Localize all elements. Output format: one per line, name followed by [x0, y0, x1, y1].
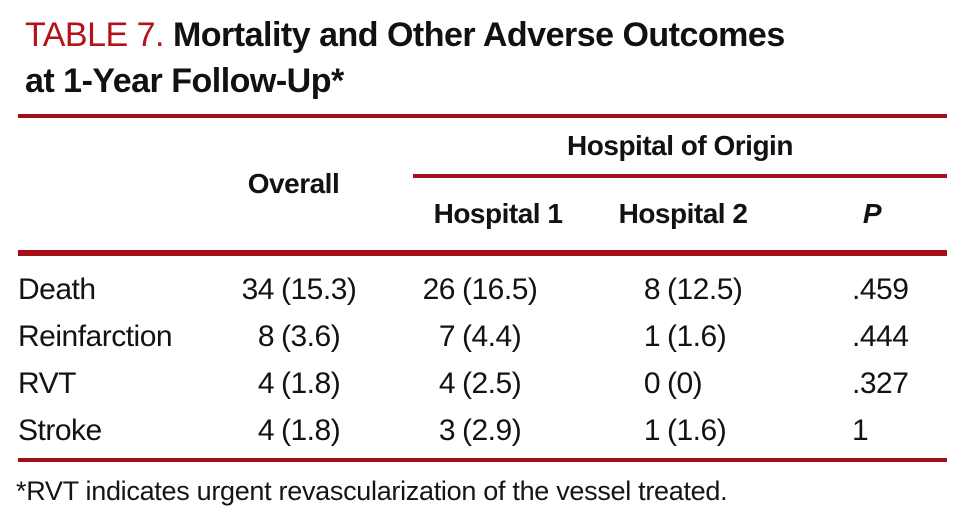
cell-percent: (4.4): [462, 319, 522, 353]
cell-count: 7: [438, 319, 456, 353]
cell-p-value: .444: [852, 319, 909, 353]
cell-percent: (2.5): [462, 366, 522, 400]
row-label: Death: [18, 272, 96, 306]
sub-headers-row: Hospital 1 Hospital 2 P: [413, 178, 947, 250]
cell-count: 1: [643, 319, 661, 353]
header-spacer: [18, 118, 198, 250]
column-header-hospital1: Hospital 1: [433, 198, 563, 229]
cell-percent: (16.5): [462, 272, 538, 306]
cell-count: 3: [438, 413, 456, 447]
rule-under-title: [18, 114, 947, 118]
cell-count: 34: [241, 272, 275, 306]
table-row-reinfarction: Reinfarction 8 (3.6) 7 (4.4) 1 (1.6) .44…: [18, 313, 947, 360]
cell-overall: 4 (1.8): [198, 367, 413, 401]
table-row-stroke: Stroke 4 (1.8) 3 (2.9) 1 (1.6) 1: [18, 407, 947, 454]
column-header-overall: Overall: [247, 168, 340, 199]
table-title-line2: at 1-Year Follow-Up*: [25, 62, 344, 100]
cell-hospital1: 4 (2.5): [413, 367, 583, 401]
table-content: TABLE 7. Mortality and Other Adverse Out…: [16, 12, 947, 507]
cell-overall: 8 (3.6): [198, 320, 413, 354]
cell-overall: 34 (15.3): [198, 273, 413, 307]
cell-count: 4: [257, 413, 275, 447]
cell-hospital1: 26 (16.5): [413, 273, 583, 307]
cell-count: 1: [643, 413, 661, 447]
cell-hospital2: 0 (0): [583, 367, 783, 401]
table-title: TABLE 7. Mortality and Other Adverse Out…: [25, 12, 947, 104]
cell-percent: (3.6): [281, 319, 341, 353]
cell-percent: (1.6): [667, 319, 727, 353]
cell-p-value: 1: [852, 413, 869, 447]
cell-hospital2: 1 (1.6): [583, 320, 783, 354]
table-footnote: *RVT indicates urgent revascularization …: [16, 476, 728, 506]
spanner-header: Hospital of Origin: [567, 130, 793, 161]
table-row-rvt: RVT 4 (1.8) 4 (2.5) 0 (0) .327: [18, 360, 947, 407]
cell-hospital1: 7 (4.4): [413, 320, 583, 354]
table-header: Overall Hospital of Origin Hospital 1 Ho…: [18, 118, 947, 250]
cell-count: 4: [257, 366, 275, 400]
row-label: Reinfarction: [18, 319, 173, 353]
column-header-p-value: P: [862, 198, 882, 229]
cell-overall: 4 (1.8): [198, 414, 413, 448]
cell-p-value: .327: [852, 366, 909, 400]
cell-hospital2: 8 (12.5): [583, 273, 783, 307]
row-label: RVT: [18, 366, 76, 400]
cell-count: 4: [438, 366, 456, 400]
cell-count: 8: [643, 272, 661, 306]
table-row-death: Death 34 (15.3) 26 (16.5) 8 (12.5) .459: [18, 266, 947, 313]
rule-under-spanner: [413, 174, 947, 178]
rule-bottom: [18, 458, 947, 462]
cell-percent: (1.8): [281, 413, 341, 447]
hospital-of-origin-group: Hospital of Origin Hospital 1 Hospital 2…: [413, 118, 947, 250]
cell-percent: (2.9): [462, 413, 522, 447]
cell-p-value: .459: [852, 272, 909, 306]
cell-count: 8: [257, 319, 275, 353]
cell-percent: (0): [667, 366, 703, 400]
cell-percent: (1.8): [281, 366, 341, 400]
row-label: Stroke: [18, 413, 102, 447]
cell-hospital2: 1 (1.6): [583, 414, 783, 448]
rule-under-header: [18, 250, 947, 256]
cell-count: 26: [422, 272, 456, 306]
cell-percent: (15.3): [281, 272, 357, 306]
cell-hospital1: 3 (2.9): [413, 414, 583, 448]
table-body: Death 34 (15.3) 26 (16.5) 8 (12.5) .459 …: [18, 256, 947, 458]
table-title-line1: Mortality and Other Adverse Outcomes: [172, 16, 785, 54]
column-header-hospital2: Hospital 2: [618, 198, 748, 229]
cell-percent: (1.6): [667, 413, 727, 447]
cell-percent: (12.5): [667, 272, 743, 306]
cell-count: 0: [643, 366, 661, 400]
table-number-label: TABLE 7.: [25, 16, 165, 54]
